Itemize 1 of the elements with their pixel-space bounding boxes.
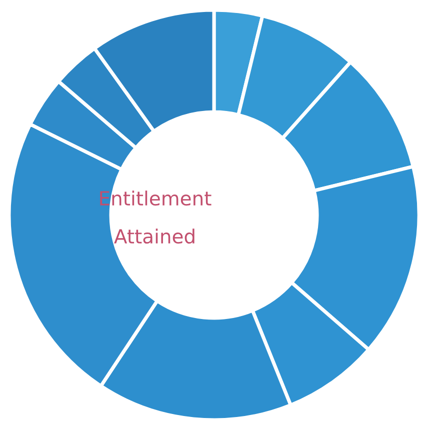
text: Attained	[114, 228, 194, 244]
